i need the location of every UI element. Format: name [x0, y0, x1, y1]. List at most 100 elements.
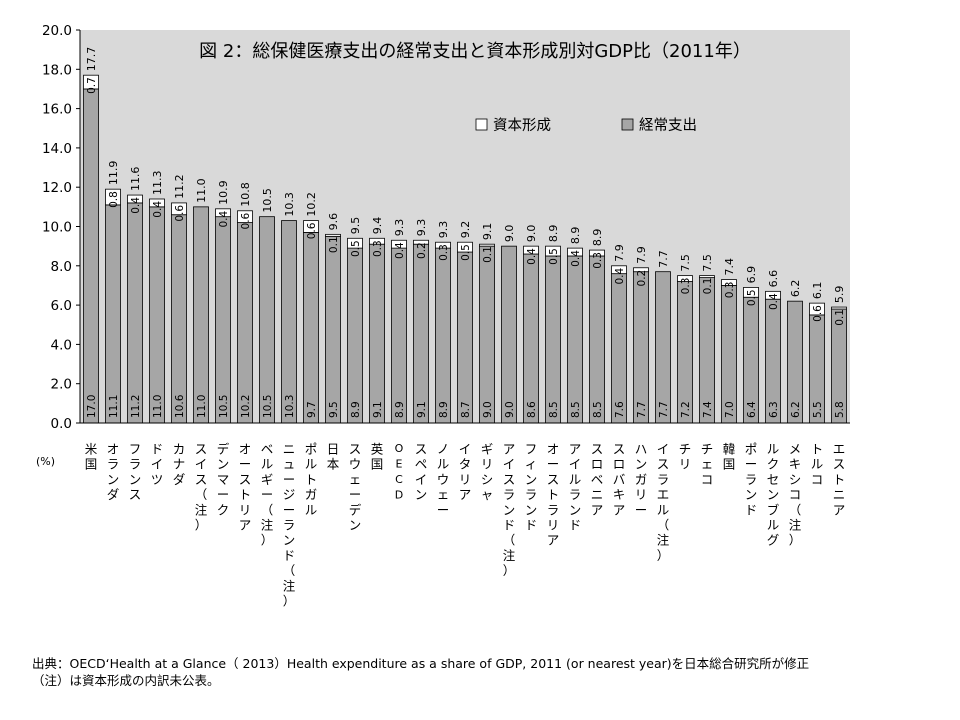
data-label-current: 8.9 [350, 401, 362, 418]
bar-capital-formation [699, 275, 715, 278]
bar-capital-formation [809, 302, 825, 316]
data-label-total: 6.6 [767, 270, 780, 288]
bar-capital-formation [611, 265, 627, 275]
bar-current-expenditure [501, 245, 517, 424]
bar-capital-formation [347, 237, 363, 249]
bar-current-expenditure [347, 247, 363, 424]
bar-current-expenditure [413, 243, 429, 424]
data-label-capital: 0.1 [702, 278, 714, 295]
data-label-capital: 0.6 [240, 212, 252, 229]
data-label-current: 8.6 [526, 401, 538, 418]
bar-capital-formation [523, 245, 539, 255]
x-tick-label: ポルトガル [305, 442, 318, 518]
bar-current-expenditure [655, 271, 671, 424]
bar-capital-formation [765, 290, 781, 300]
data-label-capital: 0.3 [592, 252, 604, 269]
x-tick-label: 韓国 [723, 442, 736, 472]
data-label-total: 6.2 [789, 280, 802, 298]
data-label-total: 10.3 [283, 192, 296, 217]
data-label-total: 9.3 [415, 219, 428, 237]
data-label-current: 11.0 [196, 395, 208, 418]
x-tick-label: チリ [679, 442, 692, 472]
x-tick-label: オーストラリア [547, 442, 560, 548]
data-label-current: 7.6 [614, 401, 626, 418]
data-label-current: 10.6 [174, 394, 186, 418]
data-label-capital: 0.4 [218, 211, 230, 228]
data-label-total: 5.9 [833, 286, 846, 304]
bar-capital-formation [171, 202, 187, 216]
data-label-total: 7.4 [723, 258, 736, 276]
bar-current-expenditure [149, 206, 165, 424]
data-label-total: 8.9 [591, 229, 604, 247]
data-label-capital: 0.8 [108, 191, 120, 208]
bar-current-expenditure [325, 235, 341, 424]
x-tick-label: アイスランド（注） [503, 442, 516, 579]
x-tick-label: イタリア [459, 442, 472, 503]
data-label-capital: 0.5 [548, 248, 560, 265]
bar-current-expenditure [193, 206, 209, 424]
x-tick-label: フィンランド [525, 442, 538, 533]
data-label-total: 11.0 [195, 178, 208, 203]
x-tick-label: スイス（注） [195, 442, 208, 533]
bars-group: 17.0 0.7 17.7 11.1 0.8 11.9 11.2 0.4 11.6 11.0 0.4… [83, 47, 847, 424]
bar-capital-formation [633, 267, 649, 273]
data-label-total: 8.9 [569, 227, 582, 245]
bar-capital-formation [237, 210, 253, 223]
x-tick-label: スウェーデン [349, 442, 362, 533]
data-label-current: 9.1 [372, 401, 384, 418]
x-tick-label: ポーランド [745, 442, 758, 518]
chart-title: 図 2：総保健医療支出の経常支出と資本形成別対GDP比（2011年） [199, 41, 751, 62]
bar-capital-formation [391, 239, 407, 249]
data-label-capital: 0.6 [812, 305, 824, 322]
bar-current-expenditure [479, 245, 495, 424]
data-label-total: 9.4 [371, 217, 384, 235]
y-tick-label: 2.0 [51, 377, 72, 393]
bar-capital-formation [105, 188, 121, 206]
bar-capital-formation [149, 198, 165, 208]
bar-capital-formation [589, 249, 605, 257]
x-tick-label: デンマーク [217, 442, 230, 518]
x-tick-label: チェコ [701, 442, 714, 487]
data-label-capital: 0.4 [570, 250, 582, 267]
legend: 資本形成 経常支出 [475, 117, 697, 134]
bar-capital-formation [677, 275, 693, 282]
y-tick-label: 10.0 [42, 220, 72, 236]
x-tick-label: スロベニア [591, 442, 604, 518]
x-tick-label: メキシコ（注） [789, 442, 802, 548]
x-tick-label: トルコ [811, 442, 824, 487]
data-label-current: 9.0 [504, 401, 516, 418]
data-label-total: 11.3 [151, 170, 164, 195]
y-tick-label: 6.0 [51, 298, 72, 314]
bar-current-expenditure [303, 231, 319, 424]
data-label-current: 7.2 [680, 401, 692, 418]
data-label-total: 9.1 [481, 223, 494, 241]
data-label-capital: 0.1 [328, 236, 340, 253]
data-label-current: 11.2 [130, 395, 142, 418]
bar-current-expenditure [83, 88, 99, 424]
y-tick-label: 16.0 [42, 102, 72, 118]
y-tick-label: 20.0 [42, 23, 72, 39]
data-label-current: 10.3 [284, 395, 296, 418]
data-label-capital: 0.4 [614, 267, 626, 284]
data-label-capital: 0.7 [86, 77, 98, 94]
data-label-current: 8.9 [394, 401, 406, 418]
bar-current-expenditure [171, 214, 187, 424]
chart: 17.0 0.7 17.7 11.1 0.8 11.9 11.2 0.4 11.6 11.0 0.4… [36, 23, 850, 609]
data-label-total: 6.9 [745, 266, 758, 284]
data-label-total: 9.0 [525, 225, 538, 243]
data-label-total: 10.8 [239, 182, 252, 207]
x-tick-label: オランダ [107, 442, 120, 503]
bar-capital-formation [435, 241, 451, 249]
data-label-total: 7.9 [635, 246, 648, 264]
bar-capital-formation [215, 208, 231, 218]
data-label-total: 9.3 [393, 219, 406, 237]
data-label-capital: 0.5 [460, 244, 472, 261]
data-label-current: 10.5 [218, 395, 230, 418]
x-tick-label: ハンガリー [635, 442, 648, 518]
data-label-capital: 0.3 [438, 244, 450, 261]
bar-current-expenditure [391, 247, 407, 424]
data-label-current: 9.7 [306, 401, 318, 418]
legend-swatch-current [621, 118, 634, 131]
bar-current-expenditure [699, 277, 715, 424]
x-tick-label: ギリシャ [481, 442, 494, 503]
